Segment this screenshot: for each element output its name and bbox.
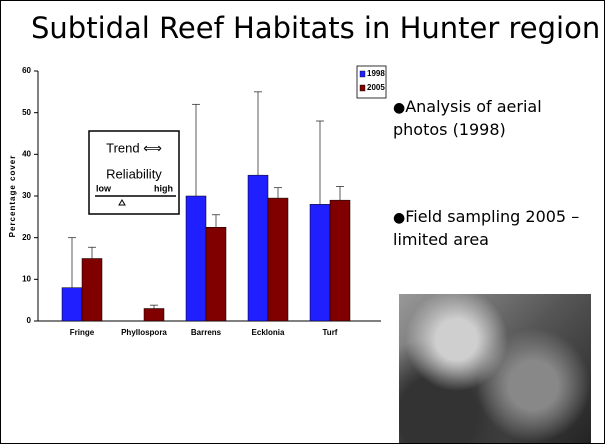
- x-tick-label: Turf: [323, 328, 338, 337]
- bar: [206, 227, 226, 321]
- chart: Percentage cover Trend ⟺ Reliability low…: [1, 1, 604, 443]
- legend-label: 2005: [367, 83, 385, 92]
- legend-swatch: [360, 71, 365, 77]
- legend-swatch: [360, 85, 365, 91]
- error-bar: [316, 121, 324, 204]
- error-bar: [150, 305, 158, 308]
- bar: [268, 198, 288, 321]
- x-tick-label: Barrens: [191, 328, 222, 337]
- bar: [330, 200, 350, 321]
- y-tick-label: 10: [22, 274, 31, 283]
- error-bar: [212, 215, 220, 228]
- y-tick-label: 60: [22, 66, 31, 75]
- legend-label: 1998: [367, 69, 385, 78]
- error-bar: [254, 92, 262, 175]
- key-high: high: [154, 183, 173, 193]
- x-tick-label: Fringe: [70, 328, 95, 337]
- key-low: low: [96, 183, 112, 193]
- y-tick-label: 40: [22, 149, 31, 158]
- x-tick-label: Phyllospora: [121, 328, 167, 337]
- slide: Subtidal Reef Habitats in Hunter region …: [0, 0, 605, 444]
- y-tick-label: 50: [22, 108, 31, 117]
- y-tick-label: 0: [27, 316, 32, 325]
- error-bar: [68, 238, 76, 288]
- error-bar: [88, 247, 96, 258]
- x-tick-label: Ecklonia: [252, 328, 285, 337]
- bar: [186, 196, 206, 321]
- error-bar: [274, 188, 282, 198]
- key-trend: Trend ⟺: [106, 140, 162, 155]
- key-reliability: Reliability: [106, 166, 162, 181]
- error-bar: [192, 104, 200, 196]
- y-axis-label: Percentage cover: [8, 155, 17, 238]
- y-tick-label: 20: [22, 233, 31, 242]
- bar: [248, 175, 268, 321]
- y-tick-label: 30: [22, 191, 31, 200]
- bar: [144, 309, 164, 322]
- bar: [310, 204, 330, 321]
- bar: [82, 259, 102, 322]
- bar: [62, 288, 82, 321]
- error-bar: [336, 186, 344, 200]
